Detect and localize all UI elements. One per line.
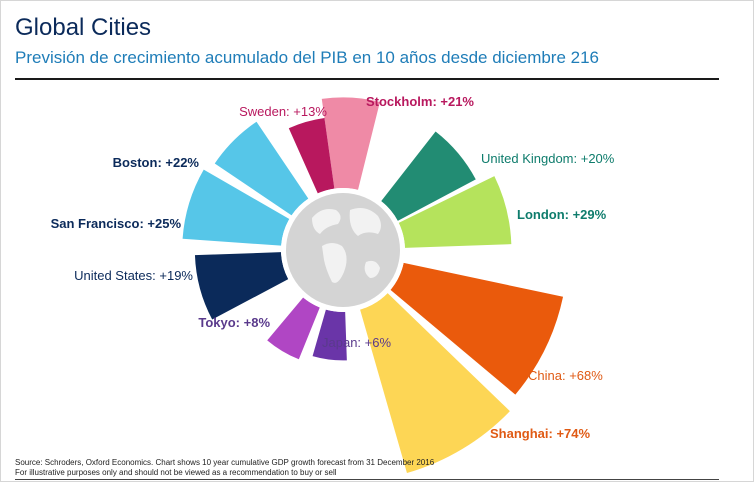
source-line-2: For illustrative purposes only and shoul… — [15, 468, 337, 477]
label-london: London: +29% — [517, 207, 607, 222]
source-line-1: Source: Schroders, Oxford Economics. Cha… — [15, 458, 435, 467]
chart-labels: Stockholm: +21% United Kingdom: +20% Londo… — [51, 94, 615, 441]
label-tokyo: Tokyo: +8% — [198, 315, 270, 330]
wedge-china — [390, 262, 564, 395]
source-note: Source: Schroders, Oxford Economics. Cha… — [15, 458, 434, 478]
page-subtitle: Previsión de crecimiento acumulado del P… — [15, 48, 600, 67]
label-shanghai: Shanghai: +74% — [490, 426, 590, 441]
wedge-japan — [312, 309, 347, 361]
chart-wedges — [182, 97, 564, 474]
wedge-tokyo — [267, 297, 320, 360]
label-sweden: Sweden: +13% — [239, 104, 327, 119]
wedge-united-states — [194, 252, 289, 320]
label-san-francisco: San Francisco: +25% — [51, 216, 182, 231]
label-china: China: +68% — [528, 368, 603, 383]
wedge-united-kingdom — [381, 131, 476, 221]
footer-divider — [15, 479, 719, 480]
wedge-sweden — [288, 118, 335, 194]
title-divider — [15, 78, 719, 80]
wedge-stockholm — [321, 97, 380, 190]
page-title: Global Cities — [15, 14, 152, 41]
label-japan: Japan: +6% — [322, 335, 391, 350]
wedge-shanghai — [360, 293, 510, 474]
label-boston: Boston: +22% — [113, 155, 200, 170]
label-stockholm: Stockholm: +21% — [366, 94, 474, 109]
wedge-san-francisco — [182, 169, 290, 246]
wedge-boston — [214, 121, 309, 216]
label-united-states: United States: +19% — [74, 268, 193, 283]
label-united-kingdom: United Kingdom: +20% — [481, 151, 615, 166]
globe-icon — [281, 188, 405, 312]
wedge-london — [398, 176, 512, 248]
